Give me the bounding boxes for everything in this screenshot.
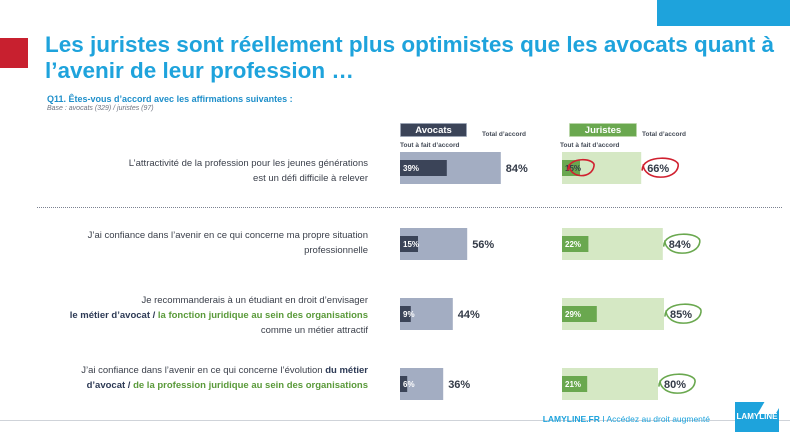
top-right-accent bbox=[657, 0, 790, 26]
statement-4-line2: d’avocat / de la profession juridique au… bbox=[8, 378, 368, 393]
statement-2-line2: professionnelle bbox=[304, 245, 368, 256]
statement-1: L’attractivité de la profession pour les… bbox=[8, 156, 368, 186]
footer-separator: I bbox=[602, 414, 605, 424]
juristes-tout-header: Tout à fait d’accord bbox=[560, 142, 620, 149]
avocats-tout-header: Tout à fait d’accord bbox=[400, 142, 460, 149]
statement-3-line1: Je recommanderais à un étudiant en droit… bbox=[141, 295, 368, 306]
juristes-total-circle bbox=[641, 157, 679, 178]
avocats-group-label: Avocats bbox=[400, 123, 467, 137]
statement-4-separator: / bbox=[125, 380, 134, 391]
avocats-tout-bar bbox=[400, 376, 408, 392]
footer: LAMYLINE.FR I Accédez au droit augmenté bbox=[543, 414, 710, 424]
avocats-tout-label: 9% bbox=[403, 310, 415, 319]
juristes-tout-bar bbox=[562, 306, 597, 322]
base-note: Base : avocats (329) / juristes (97) bbox=[47, 105, 154, 112]
statement-3: Je recommanderais à un étudiant en droit… bbox=[8, 293, 368, 338]
statement-4: J’ai confiance dans l’avenir en ce qui c… bbox=[8, 363, 368, 393]
avocats-tout-label: 15% bbox=[403, 240, 419, 249]
statement-3-line3: comme un métier attractif bbox=[260, 325, 368, 336]
juristes-total-circle bbox=[664, 303, 702, 324]
juristes-total-circle bbox=[658, 373, 696, 394]
juristes-tout-bar bbox=[562, 236, 589, 252]
avocats-total-label: 84% bbox=[506, 163, 528, 175]
juristes-total-label: 80% bbox=[664, 379, 686, 391]
avocats-total-label: 44% bbox=[458, 309, 480, 321]
section-separator bbox=[37, 207, 782, 208]
title-accent-marker bbox=[0, 38, 28, 68]
statement-4-prefix: J’ai confiance dans l’avenir en ce qui c… bbox=[81, 365, 326, 376]
statement-2: J’ai confiance dans l’avenir en ce qui c… bbox=[8, 228, 368, 258]
juristes-total-circle bbox=[663, 233, 701, 254]
statement-4-avocat-text-b: d’avocat bbox=[86, 380, 126, 391]
statement-4-juriste-text: de la profession juridique au sein des o… bbox=[133, 380, 368, 391]
juristes-tout-label: 15% bbox=[565, 164, 581, 173]
juristes-total-label: 84% bbox=[669, 239, 691, 251]
avocats-total-label: 56% bbox=[472, 239, 494, 251]
avocats-tout-bar bbox=[400, 160, 447, 176]
statement-1-line1: L’attractivité de la profession pour les… bbox=[128, 158, 368, 169]
statement-4-line1: J’ai confiance dans l’avenir en ce qui c… bbox=[8, 363, 368, 378]
footer-tagline: Accédez au droit augmenté bbox=[606, 414, 710, 424]
page-title: Les juristes sont réellement plus optimi… bbox=[45, 32, 774, 83]
statement-3-avocat-text: le métier d’avocat bbox=[69, 310, 150, 321]
statement-2-line1: J’ai confiance dans l’avenir en ce qui c… bbox=[87, 230, 368, 241]
avocats-tout-label: 6% bbox=[403, 380, 415, 389]
footer-brand: LAMYLINE.FR bbox=[542, 414, 600, 424]
avocats-tout-label: 39% bbox=[403, 164, 419, 173]
avocats-tout-bar bbox=[400, 306, 411, 322]
juristes-total-header: Total d’accord bbox=[642, 131, 686, 138]
avocats-total-label: 36% bbox=[448, 379, 470, 391]
statement-4-avocat-text-a: du métier bbox=[325, 365, 368, 376]
juristes-group-label: Juristes bbox=[569, 123, 637, 137]
juristes-tout-label: 22% bbox=[565, 240, 581, 249]
juristes-total-label: 66% bbox=[647, 163, 669, 175]
juristes-tout-label: 29% bbox=[565, 310, 581, 319]
statement-3-juriste-text: la fonction juridique au sein des organi… bbox=[157, 310, 368, 321]
juristes-tout-bar bbox=[562, 160, 580, 176]
avocats-tout-bar bbox=[400, 236, 418, 252]
statement-3-line2: le métier d’avocat / la fonction juridiq… bbox=[8, 308, 368, 323]
footer-divider bbox=[0, 420, 790, 421]
juristes-tout-label: 21% bbox=[565, 380, 581, 389]
avocats-total-header: Total d’accord bbox=[482, 131, 526, 138]
statement-1-line2: est un défi difficile à relever bbox=[253, 173, 368, 184]
juristes-tout-circle bbox=[567, 158, 595, 177]
juristes-tout-bar bbox=[562, 376, 588, 392]
juristes-total-label: 85% bbox=[670, 309, 692, 321]
question-label: Q11. Êtes-vous d’accord avec les affirma… bbox=[47, 94, 293, 104]
statement-3-separator: / bbox=[149, 310, 158, 321]
